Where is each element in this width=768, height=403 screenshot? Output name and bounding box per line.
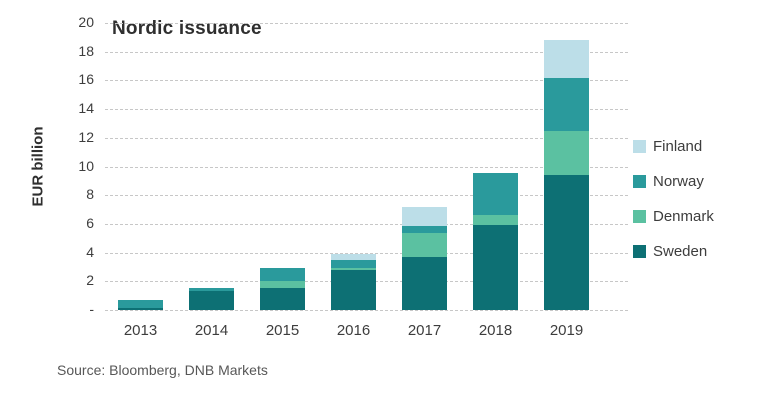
gridline [105,23,628,24]
bar-segment-sweden-2019 [544,175,589,310]
gridline [105,137,628,139]
legend-item-norway: Norway [633,172,714,190]
y-tick-label: 16 [78,71,94,88]
y-tick-label: 4 [86,243,94,260]
x-tick-label: 2017 [407,322,442,339]
bar-segment-norway-2016 [331,260,376,269]
bar-segment-norway-2018 [473,172,518,215]
y-tick-label: 14 [78,100,94,117]
gridline [105,252,628,254]
legend-label: Finland [653,137,703,155]
bar-segment-sweden-2017 [402,256,447,310]
y-axis: 20 18 16 14 12 10 8 6 4 2 - [50,0,94,403]
bar-segment-norway-2017 [402,226,447,233]
legend-label: Sweden [653,242,708,260]
bar-segment-sweden-2014 [189,290,234,310]
bar-segment-finland-2016 [331,254,376,261]
x-tick-label: 2014 [194,322,229,339]
bar-segment-norway-2019 [544,78,589,132]
source-note: Source: Bloomberg, DNB Markets [57,362,268,378]
bar-segment-denmark-2015 [260,281,305,289]
bar-segment-sweden-2013 [118,307,163,310]
gridline [105,223,628,225]
x-tick-label: 2013 [123,322,158,339]
gridline [105,195,628,197]
gridline [105,310,628,311]
legend-swatch-denmark [633,209,646,223]
bar-segment-denmark-2019 [544,131,589,176]
bar-segment-denmark-2017 [402,232,447,257]
gridline [105,51,628,53]
y-tick-label: 2 [86,272,94,289]
x-tick-label: 2016 [336,322,371,339]
legend-swatch-finland [633,139,646,153]
y-tick-label: 20 [78,14,94,30]
y-tick-label: 10 [78,157,94,174]
bar-segment-norway-2014 [189,287,234,291]
legend-label: Norway [653,172,704,190]
gridline [105,109,628,111]
legend-item-denmark: Denmark [633,207,714,225]
legend: Finland Norway Denmark Sweden [633,138,714,278]
legend-item-finland: Finland [633,137,714,155]
x-tick-label: 2015 [265,322,300,339]
gridline [105,166,628,168]
y-tick-label: 6 [86,214,94,231]
plot-area [105,23,628,311]
bar-segment-norway-2015 [260,268,305,282]
x-tick-label: 2019 [549,322,584,339]
x-tick-label: 2018 [478,322,513,339]
legend-swatch-sweden [633,244,646,258]
y-tick-label: - [89,301,94,317]
bar-segment-sweden-2016 [331,269,376,310]
y-tick-label: 12 [78,128,94,145]
bar-segment-sweden-2018 [473,225,518,310]
bar-segment-finland-2017 [402,206,447,227]
bar-segment-sweden-2015 [260,288,305,310]
gridline [105,80,628,82]
bar-segment-denmark-2018 [473,214,518,226]
bar-segment-norway-2013 [118,299,163,308]
y-tick-label: 8 [86,186,94,203]
legend-swatch-norway [633,174,646,188]
bar-segment-denmark-2016 [331,268,376,270]
y-axis-title: EUR billion [29,126,47,207]
legend-label: Denmark [653,207,714,225]
y-tick-label: 18 [78,42,94,59]
legend-item-sweden: Sweden [633,242,714,260]
bar-segment-finland-2019 [544,39,589,79]
